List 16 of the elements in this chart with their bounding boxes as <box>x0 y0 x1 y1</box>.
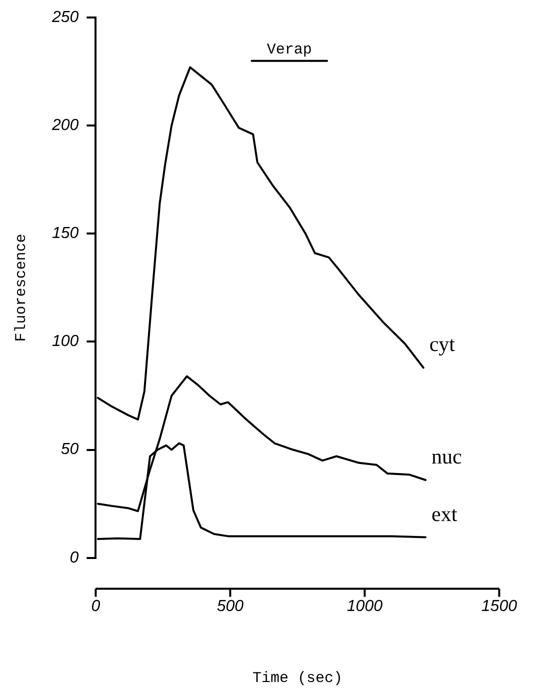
y-tick-label: 250 <box>50 9 79 26</box>
y-axis-title: Fluorescence <box>12 234 30 342</box>
y-tick-label: 50 <box>60 441 79 458</box>
y-tick-label: 150 <box>52 225 79 242</box>
series-label: cyt <box>429 332 456 356</box>
x-tick-label: 0 <box>91 598 100 615</box>
y-tick-label: 200 <box>50 117 79 134</box>
x-axis-title: Time (sec) <box>252 670 342 687</box>
x-tick-label: 500 <box>216 598 244 615</box>
series-label: ext <box>431 502 458 526</box>
series-label: nuc <box>431 444 462 469</box>
annotation: Verap <box>266 41 312 58</box>
x-tick-label: 1000 <box>346 598 383 615</box>
y-tick-label: 0 <box>70 549 79 566</box>
x-tick-label: 1500 <box>481 598 518 615</box>
y-tick-label: 100 <box>52 333 79 350</box>
